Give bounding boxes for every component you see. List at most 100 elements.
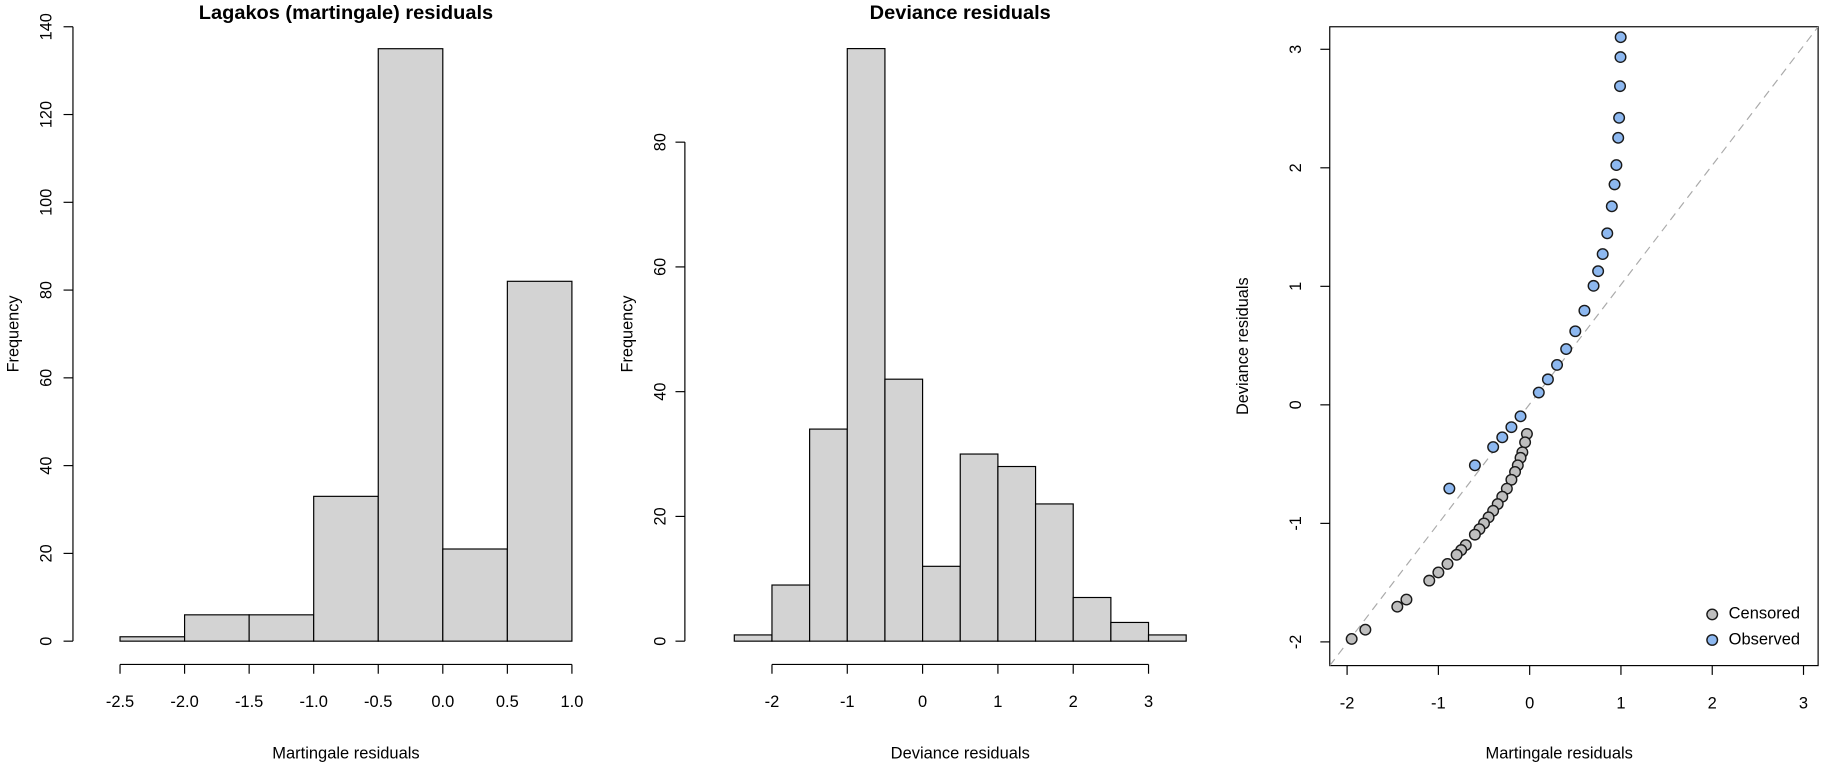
bar [1072, 596, 1112, 642]
chart-title: Lagakos (martingale) residuals [199, 2, 493, 24]
x-tick-label: 1 [1616, 694, 1625, 712]
point [1468, 528, 1481, 541]
y-tick-label: 0 [37, 637, 55, 646]
x-tick-label: 0.5 [496, 693, 519, 711]
bar [248, 614, 315, 642]
point [1468, 459, 1481, 472]
point [1532, 386, 1545, 399]
y-tick-label: 80 [652, 133, 670, 151]
x-tick-label: 0 [1525, 694, 1534, 712]
bar [506, 280, 573, 642]
x-tick-label: 0 [918, 693, 927, 711]
y-tick-label: 0 [652, 637, 670, 646]
bar [771, 584, 811, 642]
y-axis-label: Frequency [4, 295, 22, 373]
point [1587, 279, 1600, 292]
point [1596, 248, 1609, 261]
y-tick-label: 120 [37, 101, 55, 128]
y-tick-label: 0 [1287, 400, 1305, 409]
bar [1034, 503, 1074, 642]
bar [119, 636, 186, 642]
point [1605, 200, 1618, 213]
legend-label: Censored [1729, 605, 1800, 623]
point [1519, 436, 1532, 449]
point [1592, 265, 1605, 278]
bar [922, 565, 961, 642]
point [1610, 159, 1623, 172]
y-axis-label: Deviance residuals [1234, 277, 1252, 415]
point [1487, 441, 1500, 453]
y-tick-label: 80 [37, 281, 55, 299]
point [1541, 373, 1554, 386]
bar [884, 378, 924, 642]
point [1601, 227, 1614, 240]
x-tick-label: 1.0 [560, 693, 583, 711]
x-axis-label: Martingale residuals [272, 744, 419, 762]
point [1391, 600, 1404, 613]
point [1560, 343, 1573, 355]
x-tick-label: -1.5 [235, 693, 263, 711]
y-tick-label: 100 [37, 189, 55, 216]
point [1505, 421, 1518, 434]
x-tick-label: -0.5 [364, 693, 392, 711]
bar [377, 48, 444, 642]
point [1608, 178, 1621, 191]
point [1569, 325, 1582, 338]
bar [997, 465, 1037, 642]
point [1441, 557, 1454, 570]
point [1514, 410, 1527, 423]
legend-swatch [1706, 608, 1719, 621]
bar [809, 428, 848, 642]
bar [1147, 634, 1187, 642]
y-tick-label: -1 [1287, 516, 1305, 530]
x-tick-label: -2.0 [170, 693, 198, 711]
bar [959, 453, 999, 642]
point [1423, 574, 1436, 587]
bar [313, 495, 379, 642]
x-tick-label: -1.0 [300, 693, 328, 711]
y-axis-label: Frequency [619, 295, 637, 373]
point [1400, 593, 1413, 606]
bar [733, 634, 773, 642]
point [1432, 566, 1445, 579]
y-tick-label: 1 [1287, 282, 1305, 291]
x-axis-label: Martingale residuals [1486, 744, 1633, 762]
x-tick-label: -2 [1340, 694, 1355, 712]
point [1614, 51, 1627, 64]
point [1614, 31, 1627, 44]
x-tick-label: 3 [1799, 694, 1808, 712]
y-tick-label: 20 [652, 507, 670, 525]
x-tick-label: 2 [1069, 693, 1078, 711]
bar [183, 614, 250, 642]
point [1613, 111, 1626, 124]
point [1443, 482, 1456, 495]
y-tick-label: 40 [652, 383, 670, 401]
plot-frame [1329, 26, 1819, 667]
point [1578, 304, 1591, 317]
x-tick-label: 0.0 [431, 693, 454, 711]
point [1359, 623, 1372, 636]
point [1551, 358, 1564, 371]
bar [442, 548, 508, 642]
y-tick-label: 2 [1287, 163, 1305, 172]
x-axis-label: Deviance residuals [891, 744, 1030, 762]
bar [1110, 621, 1150, 642]
x-tick-label: 1 [993, 693, 1002, 711]
y-tick-label: 3 [1287, 45, 1305, 54]
chart-title: Deviance residuals [870, 2, 1051, 24]
x-tick-label: -1 [840, 693, 855, 711]
point [1614, 80, 1627, 93]
y-tick-label: 40 [37, 457, 55, 475]
point [1496, 431, 1509, 444]
y-tick-label: 60 [652, 258, 670, 276]
x-tick-label: 2 [1708, 694, 1717, 712]
point [1450, 548, 1463, 561]
point [1345, 632, 1358, 645]
point [1612, 131, 1625, 144]
y-tick-label: -2 [1287, 635, 1305, 649]
x-tick-label: -1 [1431, 694, 1446, 712]
bar [846, 48, 886, 642]
legend-label: Observed [1729, 630, 1800, 648]
x-tick-label: 3 [1144, 693, 1153, 711]
